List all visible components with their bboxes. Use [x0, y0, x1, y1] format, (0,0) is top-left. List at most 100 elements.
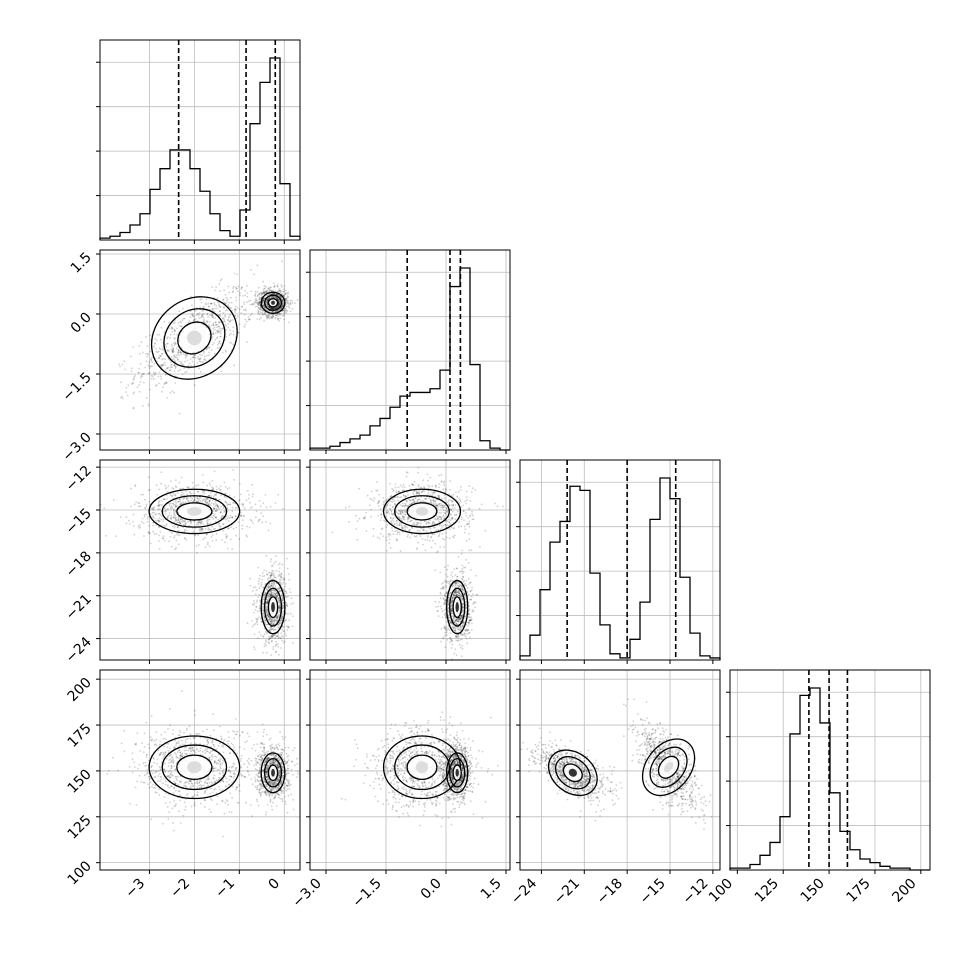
x-tick-label: −24	[508, 875, 540, 907]
y-tick-label: 0.0	[68, 310, 95, 337]
contour-level-2	[267, 596, 279, 619]
contour-level-0	[641, 738, 696, 797]
density-core	[568, 768, 577, 777]
panel-frame	[99, 249, 301, 451]
contour-level-2	[176, 754, 213, 781]
x-tick-label: −2	[167, 876, 193, 902]
histogram-1	[309, 267, 510, 451]
x-tick-label: 0	[265, 876, 283, 894]
y-tick-label: −21	[63, 591, 95, 623]
contour-level-2	[657, 755, 680, 779]
contour-level-1	[263, 294, 283, 311]
panel-frame	[99, 39, 301, 241]
panel-frame	[309, 459, 511, 661]
contour-level-1	[649, 746, 688, 788]
density-core	[663, 761, 674, 773]
panel-2-2	[516, 459, 721, 664]
x-tick-label: −3.0	[289, 876, 324, 911]
contour-level-1	[394, 495, 450, 528]
density-core	[271, 602, 275, 613]
x-tick-label: 150	[798, 876, 828, 906]
panel-frame	[309, 249, 511, 451]
density-core	[187, 761, 202, 774]
y-tick-label: −1.5	[59, 370, 94, 405]
y-tick-label: −3.0	[59, 430, 94, 465]
y-tick-label: 100	[65, 858, 95, 888]
contour-level-0	[382, 488, 462, 535]
contour-level-0	[148, 488, 241, 535]
density-core	[187, 330, 202, 346]
contour-level-1	[449, 587, 466, 627]
contour-level-0	[260, 291, 286, 314]
panel-2-1	[306, 459, 511, 664]
y-tick-label: −15	[63, 506, 95, 538]
panel-1-0: −3.0 −1.5 0.0 1.5	[59, 249, 301, 465]
density-core	[415, 507, 429, 516]
x-tick-label: 100	[706, 876, 736, 906]
x-tick-label: −15	[637, 876, 669, 908]
panel-frame	[519, 459, 721, 661]
contour-level-2	[406, 502, 438, 521]
density-core	[415, 761, 429, 774]
y-tick-label: 175	[65, 721, 95, 751]
y-tick-label: −12	[63, 463, 95, 495]
contour-level-0	[446, 752, 469, 794]
contour-level-2	[177, 321, 212, 355]
contour-level-1	[163, 308, 226, 368]
x-tick-label: −3	[122, 876, 148, 902]
contour-level-2	[562, 763, 583, 783]
x-tick-label: −1.5	[349, 876, 384, 911]
contour-level-0	[446, 579, 469, 635]
x-tick-label: 200	[889, 876, 919, 906]
histogram-3	[729, 687, 930, 871]
panel-3-0: −3 −2 −1 0 100 125 150 175 200	[65, 669, 301, 902]
contour-level-2	[452, 764, 462, 782]
contour-level-1	[394, 744, 450, 791]
panel-1-1	[306, 249, 511, 454]
x-tick-label: 125	[752, 876, 782, 906]
histogram-0	[99, 57, 301, 240]
contour-level-2	[267, 764, 279, 782]
panel-frame	[309, 669, 511, 871]
contour-level-2	[452, 596, 462, 619]
density-core	[455, 602, 459, 613]
y-tick-label: −24	[63, 634, 95, 666]
y-tick-label: 1.5	[68, 250, 95, 277]
contour-level-1	[263, 587, 283, 627]
panel-2-0: −24 −21 −18 −15 −12	[63, 459, 301, 666]
contour-level-1	[449, 757, 466, 788]
x-tick-label: 1.5	[478, 876, 505, 903]
contour-level-1	[161, 495, 228, 528]
y-tick-label: 125	[65, 812, 95, 842]
contour-level-0	[150, 296, 238, 380]
contour-level-1	[161, 744, 228, 791]
scatter-points	[520, 698, 713, 831]
y-tick-label: 200	[65, 675, 95, 705]
x-tick-label: −18	[594, 876, 626, 908]
y-tick-label: −18	[63, 548, 95, 580]
y-tick-label: 150	[65, 766, 95, 796]
density-core	[271, 300, 275, 305]
contour-level-2	[267, 298, 279, 308]
x-tick-label: −12	[679, 876, 711, 908]
contour-level-0	[148, 735, 241, 800]
panel-3-1: −3.0 −1.5 0.0 1.5	[289, 669, 511, 911]
density-core	[455, 768, 459, 777]
density-core	[187, 507, 202, 516]
contour-level-2	[176, 502, 213, 521]
contour-level-0	[260, 752, 286, 794]
panel-0-0	[96, 39, 301, 244]
panel-frame	[729, 669, 931, 871]
panel-3-3: 100 125 150 175 200	[706, 669, 931, 906]
contour-level-1	[263, 757, 283, 788]
panel-3-2: −24 −21 −18 −15 −12	[508, 669, 721, 908]
panel-frame	[99, 459, 301, 661]
x-tick-label: 175	[844, 876, 874, 906]
contour-level-0	[547, 749, 598, 797]
panel-frame	[519, 669, 721, 871]
x-tick-label: −21	[551, 876, 583, 908]
contour-level-2	[406, 754, 438, 781]
density-core	[271, 768, 275, 777]
histogram-2	[519, 477, 721, 660]
